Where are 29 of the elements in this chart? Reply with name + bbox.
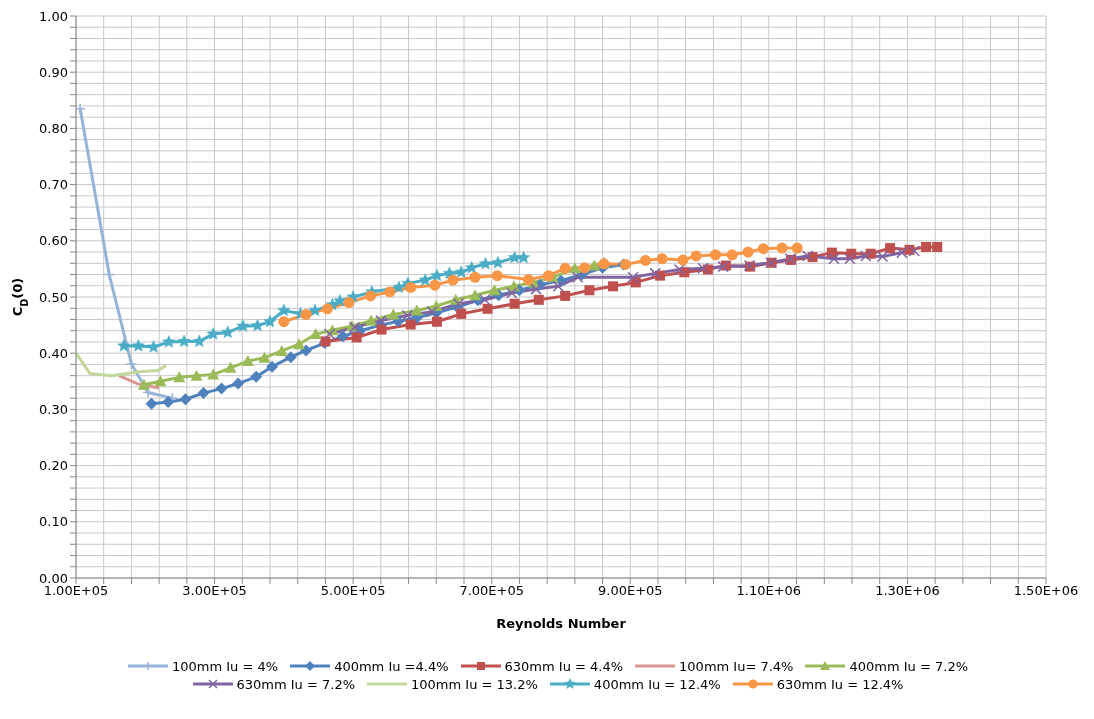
y-tick-label: 0.20 xyxy=(39,458,68,474)
y-tick-label: 0.60 xyxy=(39,233,68,249)
y-tick-label: 0.10 xyxy=(39,514,68,530)
legend-label: 400mm Iu = 12.4% xyxy=(593,676,721,692)
y-tick-label: 0.70 xyxy=(39,177,68,193)
legend-label: 630mm Iu = 7.2% xyxy=(236,676,356,692)
legend-label: 400mm Iu = 7.2% xyxy=(849,658,968,674)
legend-label: 100mm Iu= 7.4% xyxy=(679,658,794,674)
legend-label: 100mm Iu = 13.2% xyxy=(411,676,538,692)
y-tick-label: 1.00 xyxy=(39,8,68,24)
x-tick-label: 5.00E+05 xyxy=(320,583,386,599)
y-tick-label: 0.80 xyxy=(39,121,68,137)
x-tick-label: 1.10E+06 xyxy=(736,583,802,599)
legend-label: 400mm Iu =4.4% xyxy=(334,658,449,674)
x-axis-title: Reynolds Number xyxy=(496,616,627,631)
x-tick-label: 3.00E+05 xyxy=(182,583,247,599)
legend-label: 100mm Iu = 4% xyxy=(171,658,279,674)
x-tick-label: 1.30E+06 xyxy=(875,583,940,599)
y-tick-label: 0.40 xyxy=(39,345,68,361)
legend-label: 630mm Iu = 12.4% xyxy=(776,676,904,692)
legend-label: 630mm Iu = 4.4% xyxy=(504,658,624,674)
x-tick-label: 1.50E+06 xyxy=(1013,583,1079,599)
y-tick-label: 0.00 xyxy=(39,570,68,586)
y-tick-label: 0.30 xyxy=(39,402,68,418)
x-tick-label: 1.00E+05 xyxy=(43,583,109,599)
x-tick-label: 9.00E+05 xyxy=(597,583,663,599)
x-tick-label: 7.00E+05 xyxy=(459,583,525,599)
y-tick-label: 0.90 xyxy=(39,64,68,80)
y-tick-label: 0.50 xyxy=(39,289,68,305)
